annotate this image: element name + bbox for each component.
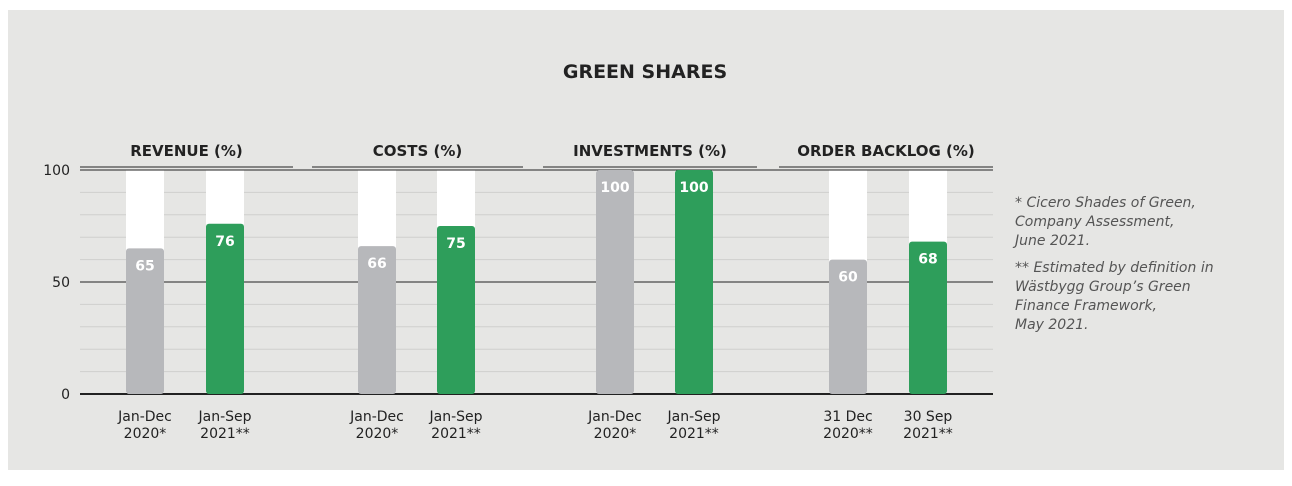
bar: [437, 226, 475, 394]
bar-value-label: 65: [135, 258, 154, 274]
x-tick-label: Jan-Sep 2021**: [198, 409, 252, 442]
chart-title: GREEN SHARES: [563, 61, 727, 83]
bar: [596, 170, 634, 394]
y-tick-label: 0: [61, 387, 70, 403]
bar-value-label: 76: [215, 234, 234, 250]
bar: [206, 223, 244, 394]
footnote: ** Estimated by definition in Wästbygg G…: [1015, 260, 1214, 333]
x-tick-label: Jan-Sep 2021**: [667, 409, 721, 442]
panel-title: ORDER BACKLOG (%): [797, 142, 975, 160]
bar: [126, 248, 164, 394]
bar-value-label: 100: [679, 180, 708, 196]
bar: [829, 259, 867, 394]
bar-value-label: 60: [838, 270, 858, 286]
bar-value-label: 68: [918, 252, 937, 268]
y-tick-label: 50: [52, 275, 70, 291]
bar-value-label: 100: [600, 180, 629, 196]
bar: [675, 170, 713, 394]
bar: [909, 241, 947, 394]
footnote: * Cicero Shades of Green, Company Assess…: [1015, 195, 1196, 249]
x-tick-label: Jan-Sep 2021**: [429, 409, 483, 442]
bar-value-label: 66: [367, 256, 386, 272]
panel-title: INVESTMENTS (%): [573, 142, 727, 160]
x-tick-label: Jan-Dec 2020*: [350, 409, 404, 442]
y-tick-label: 100: [43, 163, 70, 179]
bar: [358, 246, 396, 394]
bar-value-label: 75: [446, 236, 465, 252]
x-tick-label: Jan-Dec 2020*: [118, 409, 172, 442]
x-tick-label: 30 Sep 2021**: [903, 409, 953, 442]
x-tick-label: Jan-Dec 2020*: [588, 409, 642, 442]
x-tick-label: 31 Dec 2020**: [823, 409, 873, 442]
panel-title: REVENUE (%): [130, 142, 243, 160]
panel-title: COSTS (%): [373, 142, 463, 160]
